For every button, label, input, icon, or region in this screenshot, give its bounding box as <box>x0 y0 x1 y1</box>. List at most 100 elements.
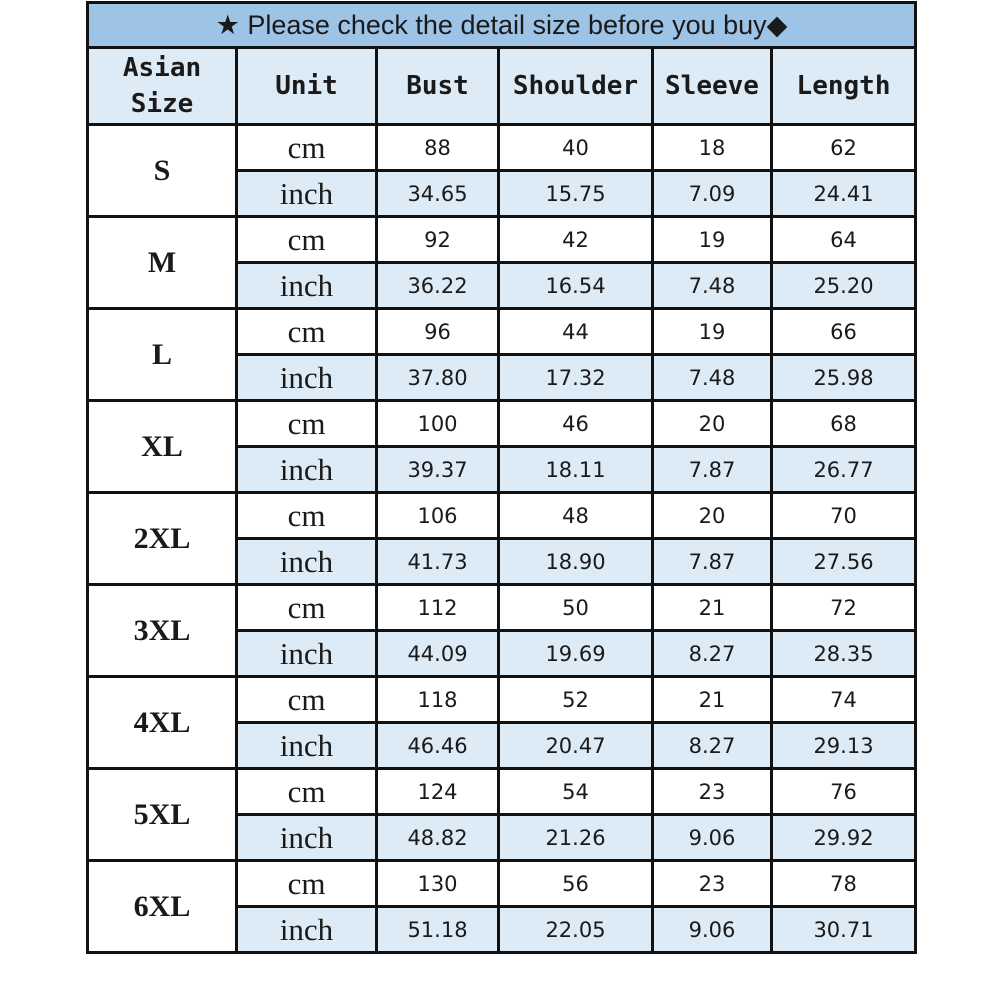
unit-label: cm <box>235 767 378 816</box>
sleeve-value: 20 <box>651 399 773 448</box>
sleeve-value: 19 <box>651 215 773 264</box>
shoulder-value: 18.90 <box>497 537 654 586</box>
table-row-6XL-inch: inch 51.18 22.05 9.06 30.71 <box>88 905 918 954</box>
length-value: 27.56 <box>769 537 918 586</box>
length-value: 78 <box>769 859 918 908</box>
table-row-6XL-cm: 6XL cm 130 56 23 78 <box>86 859 918 954</box>
unit-label: inch <box>235 813 378 862</box>
table-row-L-inch: inch 37.80 17.32 7.48 25.98 <box>88 353 918 402</box>
unit-label: inch <box>235 445 378 494</box>
unit-label: inch <box>235 629 378 678</box>
sleeve-value: 19 <box>651 307 773 356</box>
header-bust: Bust <box>375 46 500 126</box>
length-value: 68 <box>769 399 918 448</box>
table-row-3XL-inch: inch 44.09 19.69 8.27 28.35 <box>88 629 918 678</box>
header-shoulder: Shoulder <box>497 46 654 126</box>
shoulder-value: 52 <box>497 675 654 724</box>
sleeve-value: 21 <box>651 583 773 632</box>
sleeve-value: 20 <box>651 491 773 540</box>
length-value: 30.71 <box>769 905 918 954</box>
shoulder-value: 18.11 <box>497 445 654 494</box>
header-asian-size: Asian Size <box>86 46 238 126</box>
size-label: 5XL <box>86 767 238 862</box>
unit-label: cm <box>235 583 378 632</box>
table-row-XL-cm: XL cm 100 46 20 68 <box>86 399 918 494</box>
sleeve-value: 9.06 <box>651 813 773 862</box>
header-row: Asian Size Unit Bust Shoulder Sleeve Len… <box>86 46 918 126</box>
shoulder-value: 54 <box>497 767 654 816</box>
unit-label: inch <box>235 353 378 402</box>
length-value: 74 <box>769 675 918 724</box>
size-label: L <box>86 307 238 402</box>
bust-value: 124 <box>375 767 500 816</box>
length-value: 28.35 <box>769 629 918 678</box>
unit-label: inch <box>235 905 378 954</box>
shoulder-value: 44 <box>497 307 654 356</box>
shoulder-value: 22.05 <box>497 905 654 954</box>
sleeve-value: 9.06 <box>651 905 773 954</box>
sleeve-value: 21 <box>651 675 773 724</box>
bust-value: 118 <box>375 675 500 724</box>
bust-value: 112 <box>375 583 500 632</box>
header-sleeve: Sleeve <box>651 46 773 126</box>
header-length: Length <box>769 46 918 126</box>
length-value: 64 <box>769 215 918 264</box>
shoulder-value: 48 <box>497 491 654 540</box>
shoulder-value: 42 <box>497 215 654 264</box>
size-chart: ★ Please check the detail size before yo… <box>85 1 918 954</box>
sleeve-value: 7.09 <box>651 169 773 218</box>
table-row-4XL-inch: inch 46.46 20.47 8.27 29.13 <box>88 721 918 770</box>
length-value: 76 <box>769 767 918 816</box>
bust-value: 34.65 <box>375 169 500 218</box>
table-row-4XL-cm: 4XL cm 118 52 21 74 <box>86 675 918 770</box>
unit-label: cm <box>235 491 378 540</box>
bust-value: 37.80 <box>375 353 500 402</box>
length-value: 72 <box>769 583 918 632</box>
size-label: 6XL <box>86 859 238 954</box>
size-label: 4XL <box>86 675 238 770</box>
table-row-M-inch: inch 36.22 16.54 7.48 25.20 <box>88 261 918 310</box>
bust-value: 106 <box>375 491 500 540</box>
unit-label: cm <box>235 215 378 264</box>
sleeve-value: 23 <box>651 859 773 908</box>
length-value: 70 <box>769 491 918 540</box>
bust-value: 46.46 <box>375 721 500 770</box>
bust-value: 39.37 <box>375 445 500 494</box>
shoulder-value: 19.69 <box>497 629 654 678</box>
table-row-2XL-cm: 2XL cm 106 48 20 70 <box>86 491 918 586</box>
unit-label: cm <box>235 399 378 448</box>
shoulder-value: 46 <box>497 399 654 448</box>
bust-value: 48.82 <box>375 813 500 862</box>
bust-value: 36.22 <box>375 261 500 310</box>
bust-value: 130 <box>375 859 500 908</box>
sleeve-value: 8.27 <box>651 721 773 770</box>
unit-label: cm <box>235 675 378 724</box>
shoulder-value: 50 <box>497 583 654 632</box>
table-row-3XL-cm: 3XL cm 112 50 21 72 <box>86 583 918 678</box>
shoulder-value: 40 <box>497 123 654 172</box>
bust-value: 44.09 <box>375 629 500 678</box>
bust-value: 92 <box>375 215 500 264</box>
sleeve-value: 8.27 <box>651 629 773 678</box>
bust-value: 41.73 <box>375 537 500 586</box>
sleeve-value: 7.87 <box>651 537 773 586</box>
length-value: 29.13 <box>769 721 918 770</box>
shoulder-value: 56 <box>497 859 654 908</box>
size-label: S <box>86 123 238 218</box>
sleeve-value: 7.48 <box>651 261 773 310</box>
unit-label: cm <box>235 307 378 356</box>
unit-label: cm <box>235 859 378 908</box>
sleeve-value: 23 <box>651 767 773 816</box>
header-unit: Unit <box>235 46 378 126</box>
length-value: 66 <box>769 307 918 356</box>
size-label: M <box>86 215 238 310</box>
unit-label: inch <box>235 169 378 218</box>
length-value: 25.98 <box>769 353 918 402</box>
size-label: XL <box>86 399 238 494</box>
unit-label: inch <box>235 537 378 586</box>
length-value: 29.92 <box>769 813 918 862</box>
length-value: 62 <box>769 123 918 172</box>
